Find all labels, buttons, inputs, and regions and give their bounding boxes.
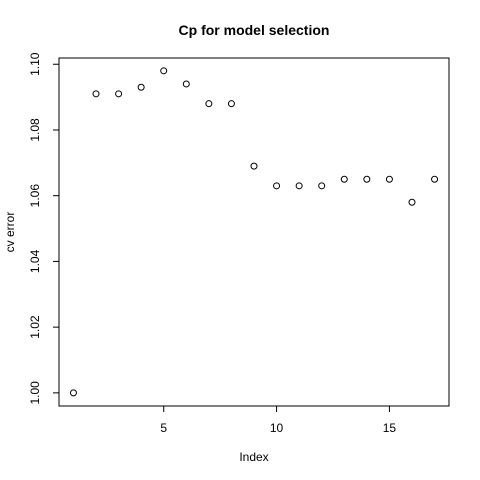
x-tick-label: 10 — [270, 421, 284, 435]
data-point — [92, 90, 100, 98]
data-point — [431, 175, 439, 183]
data-point — [69, 389, 77, 397]
data-point — [182, 80, 190, 88]
data-point — [340, 175, 348, 183]
data-point — [137, 83, 145, 91]
y-tick-label: 1.08 — [28, 118, 42, 142]
data-point — [205, 100, 213, 108]
y-axis-label: cv error — [3, 212, 17, 253]
data-point — [295, 182, 303, 190]
data-point — [363, 175, 371, 183]
data-point — [250, 162, 258, 170]
data-point — [385, 175, 393, 183]
x-axis-label: Index — [239, 450, 268, 464]
data-point — [408, 198, 416, 206]
data-points — [69, 67, 439, 397]
x-tick-label: 5 — [160, 421, 167, 435]
x-tick-label: 15 — [383, 421, 397, 435]
y-tick-label: 1.02 — [28, 315, 42, 339]
data-point — [273, 182, 281, 190]
y-tick-label: 1.10 — [28, 52, 42, 76]
y-axis: 1.00 1.02 1.04 1.06 1.08 1.10 — [28, 52, 59, 405]
data-point — [318, 182, 326, 190]
plot-frame — [58, 57, 450, 407]
data-point — [160, 67, 168, 75]
x-axis: 5 10 15 — [160, 406, 396, 435]
data-point — [115, 90, 123, 98]
data-point — [227, 100, 235, 108]
y-tick-label: 1.00 — [28, 381, 42, 405]
y-tick-label: 1.04 — [28, 249, 42, 273]
y-tick-label: 1.06 — [28, 184, 42, 208]
chart-title: Cp for model selection — [179, 22, 330, 38]
